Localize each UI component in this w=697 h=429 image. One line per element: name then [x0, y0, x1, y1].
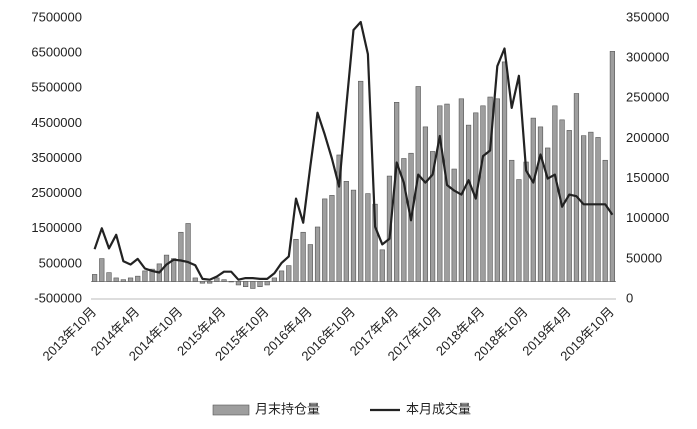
- bar: [185, 223, 191, 282]
- bar: [444, 103, 450, 282]
- bar: [350, 189, 357, 282]
- bar: [437, 105, 443, 282]
- y-tick-label: -500000: [34, 290, 82, 305]
- bar: [127, 277, 134, 282]
- line: [93, 20, 614, 281]
- y-tick-label: 6500000: [31, 45, 82, 60]
- bar: [537, 126, 544, 282]
- bar: [264, 281, 270, 286]
- bar: [336, 154, 342, 282]
- bar: [120, 279, 126, 282]
- y-tick-label: 4500000: [31, 115, 82, 130]
- bar: [430, 151, 436, 282]
- bar: [588, 131, 594, 282]
- bar: [343, 181, 349, 282]
- bar: [329, 195, 335, 282]
- bar: [243, 281, 249, 288]
- bar: [293, 238, 299, 282]
- bar: [106, 272, 112, 282]
- bar: [465, 124, 472, 282]
- bar: [581, 135, 587, 282]
- bar: [300, 231, 306, 282]
- bar: [494, 98, 500, 282]
- bar: [573, 93, 580, 282]
- bar: [509, 159, 515, 282]
- y2-tick-label: 200000: [626, 130, 669, 145]
- y-tick-label: 7500000: [31, 9, 82, 24]
- legend-label: 本月成交量: [406, 401, 471, 416]
- bar: [545, 147, 551, 282]
- bar: [142, 270, 148, 282]
- bar: [135, 275, 141, 282]
- y2-tick-label: 250000: [626, 90, 669, 105]
- bar: [523, 161, 529, 282]
- y-tick-label: 500000: [39, 255, 82, 270]
- bar: [609, 51, 616, 282]
- bar: [199, 281, 206, 284]
- bar: [271, 277, 277, 282]
- bar: [214, 277, 220, 282]
- bar: [91, 274, 98, 282]
- bar: [365, 193, 371, 282]
- bar: [163, 254, 170, 282]
- bar: [178, 231, 184, 282]
- bar: [480, 105, 486, 282]
- legend-label: 月末持仓量: [255, 401, 320, 416]
- y-tick-label: 2500000: [31, 185, 82, 200]
- bar: [566, 130, 572, 282]
- bar: [257, 281, 263, 288]
- y2-tick-label: 0: [626, 290, 633, 305]
- bar: [358, 80, 364, 282]
- y-tick-label: 1500000: [31, 220, 82, 235]
- x-tick-label: 2013年10月: [39, 304, 99, 364]
- bar: [552, 105, 558, 282]
- bar: [379, 249, 385, 282]
- bar: [221, 279, 227, 282]
- bar: [278, 270, 285, 282]
- bar: [595, 137, 601, 282]
- bar: [149, 268, 155, 282]
- bar: [602, 159, 608, 282]
- y2-tick-label: 150000: [626, 170, 669, 185]
- bar: [394, 102, 400, 282]
- y2-tick-label: 50000: [626, 250, 662, 265]
- bar: [192, 277, 198, 282]
- bar: [516, 179, 522, 282]
- legend-swatch: [212, 404, 250, 416]
- bar: [322, 198, 328, 282]
- y2-tick-label: 300000: [626, 50, 669, 65]
- bar: [501, 61, 508, 282]
- bar: [530, 117, 536, 282]
- y-tick-label: 3500000: [31, 150, 82, 165]
- bar: [207, 281, 213, 284]
- bar: [307, 244, 313, 282]
- bar: [99, 258, 105, 282]
- bar: [422, 126, 429, 282]
- bar: [113, 277, 119, 282]
- y2-tick-label: 100000: [626, 210, 669, 225]
- bar: [401, 158, 407, 282]
- bar: [250, 281, 256, 289]
- y2-tick-label: 350000: [626, 9, 669, 24]
- y-tick-label: 5500000: [31, 80, 82, 95]
- bar: [235, 281, 242, 286]
- bar: [314, 226, 321, 282]
- bar: [487, 96, 493, 282]
- bar: [228, 281, 234, 283]
- bar: [451, 168, 457, 282]
- bar: [286, 265, 292, 282]
